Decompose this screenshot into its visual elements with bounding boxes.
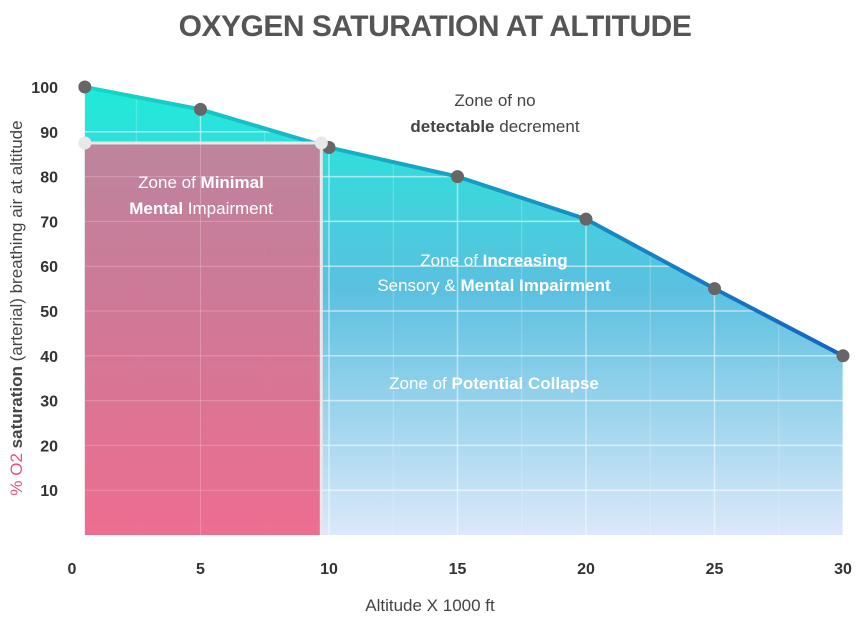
y-tick-label: 70: [40, 214, 58, 231]
data-point: [579, 212, 593, 226]
x-tick-label: 0: [68, 561, 77, 578]
y-tick-label: 80: [40, 170, 58, 187]
x-tick-label: 30: [834, 561, 852, 578]
minimal-impairment-zone: [84, 143, 322, 535]
y-tick-label: 40: [40, 349, 58, 366]
zone-label-minimal: Mental Impairment: [129, 199, 273, 218]
zone-label-no-decrement: detectable decrement: [410, 117, 579, 136]
x-tick-label: 25: [706, 561, 724, 578]
zone-labels: Zone of no detectable decrement Zone of Mi…: [129, 91, 611, 393]
zone-label-increasing: Zone of Increasing: [420, 251, 567, 270]
y-tick-label: 30: [40, 394, 58, 411]
zone-grid: [84, 143, 323, 535]
y-axis-label: % O2 saturation (arterial) breathing air…: [7, 120, 26, 495]
zone-label-collapse: Zone of Potential Collapse: [389, 374, 599, 393]
data-point: [194, 102, 207, 116]
x-tick-label: 10: [320, 561, 338, 578]
chart-title: OXYGEN SATURATION AT ALTITUDE: [179, 10, 692, 43]
y-tick-label: 50: [40, 304, 58, 321]
x-tick-label: 5: [196, 561, 205, 578]
y-tick-label: 90: [40, 125, 58, 142]
data-point: [78, 80, 92, 94]
x-tick-label: 20: [577, 561, 595, 578]
zone-label-minimal: Zone of Minimal: [138, 173, 264, 192]
threshold-points: [78, 136, 328, 150]
y-label-prefix: % O2: [7, 448, 26, 495]
zone-label-no-decrement: Zone of no: [454, 91, 535, 110]
zone-label-increasing: Sensory & Mental Impairment: [377, 276, 611, 295]
y-tick-label: 10: [40, 483, 58, 500]
y-label-bold: saturation: [7, 366, 26, 448]
y-tick-label: 20: [40, 438, 58, 455]
y-tick-label: 60: [40, 259, 58, 276]
threshold-point: [314, 136, 328, 150]
x-axis-label: Altitude X 1000 ft: [365, 596, 495, 615]
x-axis-ticks: 0 5 10 15 20 25 30: [68, 561, 852, 578]
y-tick-label: 100: [31, 80, 58, 97]
data-point: [708, 282, 721, 296]
y-label-rest: (arterial) breathing air at altitude: [7, 120, 26, 366]
data-point: [451, 170, 464, 184]
threshold-point: [78, 136, 92, 150]
data-point: [836, 349, 850, 363]
x-tick-label: 15: [449, 561, 467, 578]
y-axis-ticks: 10 20 30 40 50 60 70 80 90 100: [31, 80, 58, 500]
